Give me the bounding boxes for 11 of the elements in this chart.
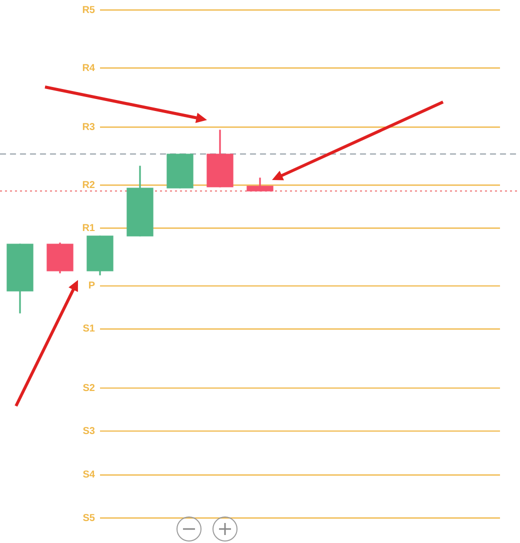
ref-line-label: S1 [82,324,96,335]
ref-line-label: S3 [82,426,96,437]
ref-line-label: S2 [82,382,96,394]
ref-line-label: S4 [82,470,96,481]
ref-line-label: S5 [82,512,96,524]
ref-line-label: R5 [82,4,96,16]
ref-line-label: R2 [82,180,96,191]
ref-line-label: R3 [82,122,96,133]
ref-line-label: R1 [82,222,96,234]
ref-line-label: R4 [82,62,96,74]
ref-line-label: P [88,280,96,292]
